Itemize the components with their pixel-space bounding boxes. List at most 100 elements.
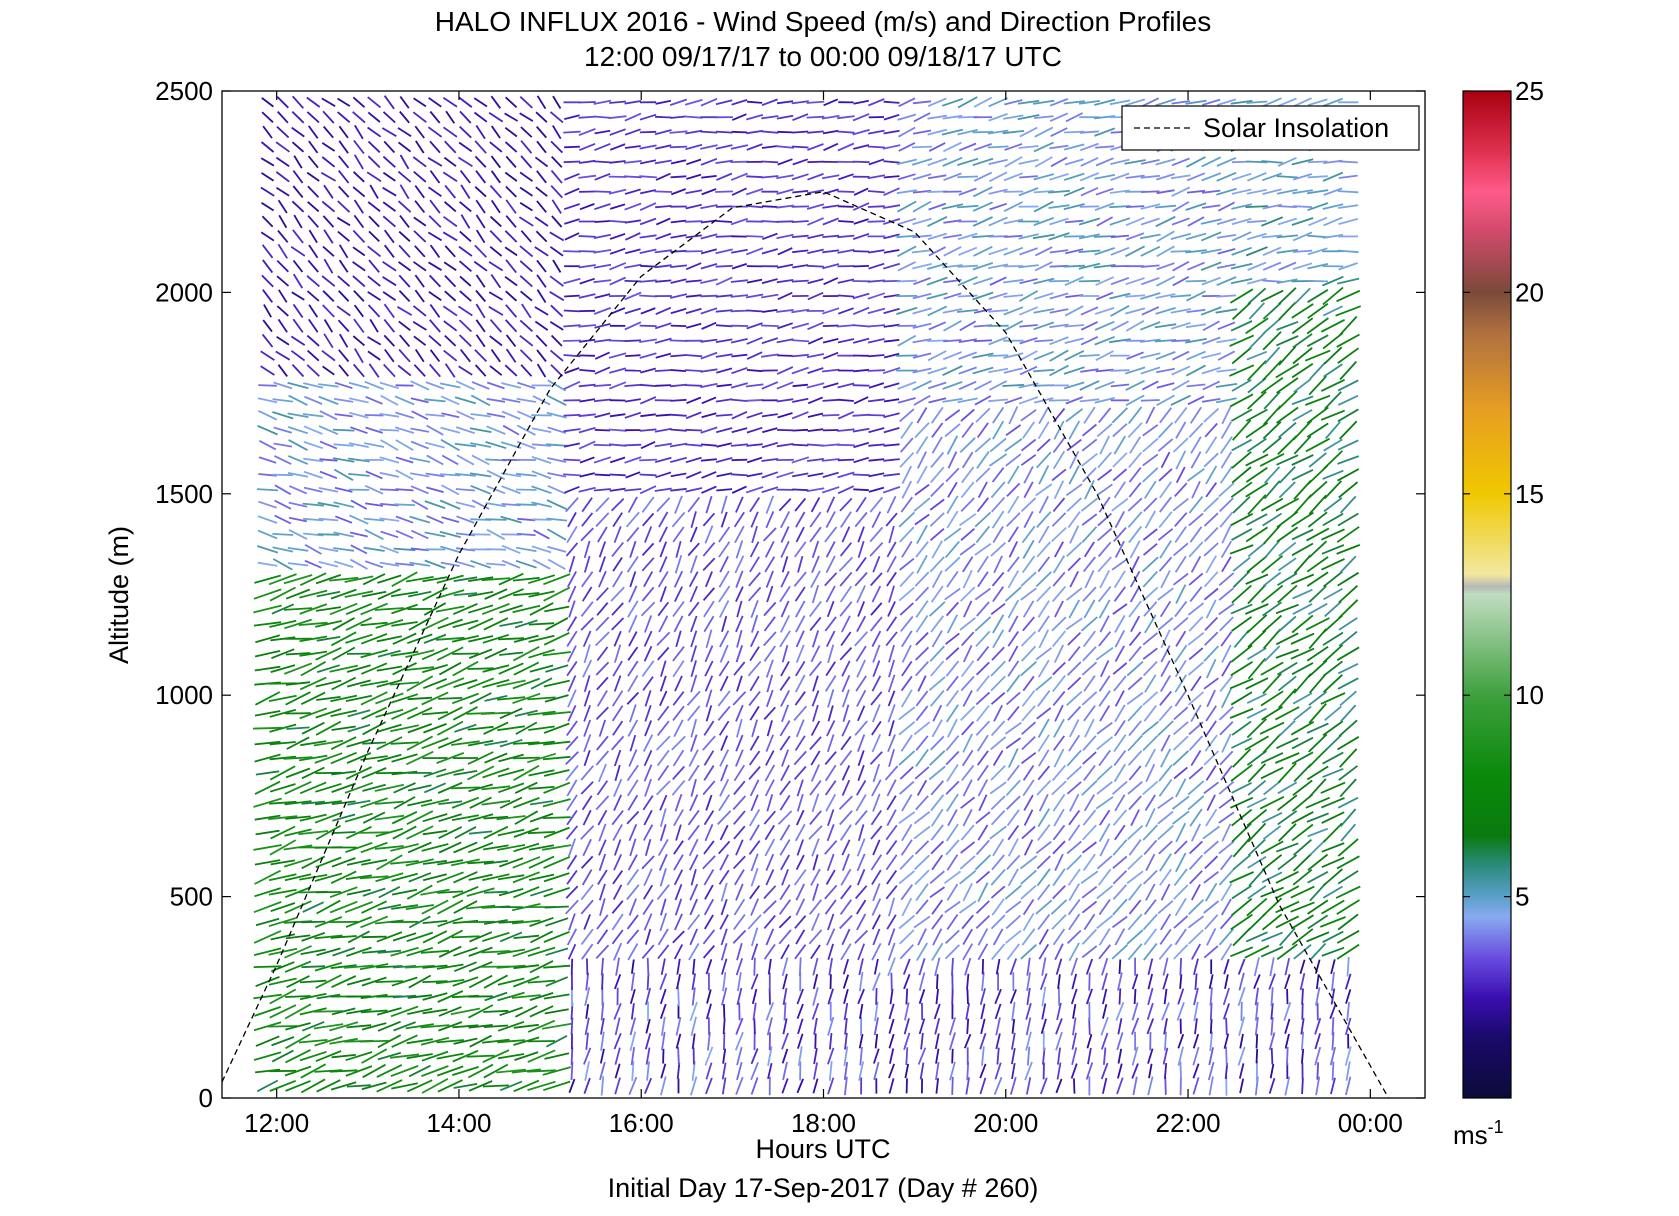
- wind-vector: [943, 292, 962, 300]
- wind-vector: [543, 930, 570, 943]
- wind-vector: [886, 571, 897, 587]
- wind-vector: [746, 426, 763, 434]
- wind-vector: [568, 913, 576, 931]
- wind-vector: [306, 349, 320, 362]
- wind-vector: [822, 471, 839, 478]
- wind-vector: [1206, 927, 1217, 946]
- wind-vector: [945, 540, 960, 558]
- wind-vector: [731, 473, 748, 477]
- wind-vector: [1208, 974, 1214, 989]
- wind-vector: [1011, 1001, 1016, 1021]
- wind-vector: [520, 140, 533, 154]
- wind-vector: [624, 219, 642, 224]
- wind-vector: [945, 780, 960, 795]
- wind-vector: [348, 473, 370, 477]
- wind-vector: [1322, 171, 1344, 182]
- wind-vector: [1316, 1062, 1320, 1080]
- wind-vector: [1033, 141, 1054, 153]
- wind-vector: [1307, 602, 1328, 616]
- wind-vector: [1049, 112, 1069, 122]
- x-tick-label: 20:00: [973, 1108, 1038, 1138]
- wind-vector: [547, 472, 567, 478]
- wind-vector: [1117, 1063, 1123, 1079]
- wind-vector: [960, 705, 976, 722]
- wind-vector: [1049, 336, 1069, 346]
- wind-vector: [353, 199, 364, 214]
- wind-vector: [253, 993, 282, 1000]
- wind-vector: [963, 600, 973, 618]
- wind-vector: [945, 467, 960, 483]
- wind-vector: [1081, 423, 1097, 437]
- wind-vector: [1320, 409, 1346, 421]
- wind-vector: [1247, 822, 1267, 843]
- wind-vector: [1080, 870, 1099, 885]
- wind-vector: [935, 1048, 940, 1064]
- wind-vector: [1160, 451, 1171, 469]
- wind-vector: [1190, 451, 1202, 469]
- wind-vector: [1232, 748, 1252, 768]
- wind-vector: [626, 764, 639, 782]
- wind-vector: [896, 234, 918, 239]
- wind-vector: [1094, 307, 1115, 315]
- wind-vector: [761, 248, 779, 255]
- wind-vector: [857, 601, 866, 617]
- wind-vector: [288, 516, 308, 523]
- wind-vector: [1036, 779, 1052, 796]
- wind-vector: [989, 453, 1008, 467]
- wind-vector: [414, 245, 426, 258]
- wind-vector: [942, 365, 963, 377]
- wind-vector: [1127, 750, 1143, 766]
- wind-vector: [761, 175, 779, 179]
- wind-vector: [691, 1033, 696, 1050]
- wind-vector: [614, 644, 622, 663]
- wind-vector: [1113, 763, 1126, 783]
- wind-vector: [1338, 481, 1359, 499]
- wind-vector: [1187, 467, 1205, 482]
- wind-vector: [821, 486, 840, 494]
- wind-vector: [383, 334, 395, 347]
- wind-vector: [962, 928, 973, 946]
- wind-vector: [1278, 720, 1296, 737]
- wind-vector: [627, 854, 638, 871]
- wind-vector: [359, 831, 389, 834]
- wind-vector: [975, 675, 990, 692]
- wind-vector: [1023, 839, 1034, 856]
- wind-vector: [593, 383, 612, 387]
- wind-vector: [496, 815, 526, 821]
- wind-vector: [897, 397, 916, 404]
- wind-vector: [643, 764, 653, 782]
- wind-vector: [975, 691, 991, 706]
- wind-vector: [1118, 959, 1122, 974]
- wind-vector: [974, 854, 992, 871]
- wind-vector: [543, 722, 570, 734]
- wind-vector: [512, 692, 541, 705]
- wind-vector: [1246, 809, 1268, 827]
- wind-vector: [515, 503, 537, 506]
- wind-vector: [914, 571, 930, 587]
- wind-vector: [550, 140, 564, 154]
- wind-vector: [1141, 190, 1160, 193]
- wind-vector: [583, 675, 591, 692]
- wind-vector: [1268, 1032, 1276, 1051]
- wind-vector: [1007, 495, 1020, 514]
- wind-vector: [469, 931, 493, 943]
- wind-vector: [1262, 628, 1282, 650]
- wind-vector: [1156, 394, 1175, 407]
- wind-vector: [567, 943, 577, 960]
- wind-vector: [624, 188, 641, 195]
- wind-vector: [1143, 942, 1158, 961]
- wind-vector: [641, 586, 655, 602]
- wind-vector: [414, 200, 426, 214]
- wind-vector: [1063, 381, 1085, 390]
- wind-vector: [1156, 189, 1175, 195]
- wind-vector: [670, 234, 687, 239]
- wind-vector: [406, 750, 434, 766]
- wind-vector: [275, 141, 291, 153]
- wind-vector: [1019, 126, 1038, 138]
- wind-vector: [1011, 1032, 1016, 1050]
- wind-vector: [318, 425, 339, 436]
- wind-vector: [871, 511, 882, 529]
- wind-vector: [1189, 406, 1202, 424]
- wind-vector: [315, 1050, 342, 1063]
